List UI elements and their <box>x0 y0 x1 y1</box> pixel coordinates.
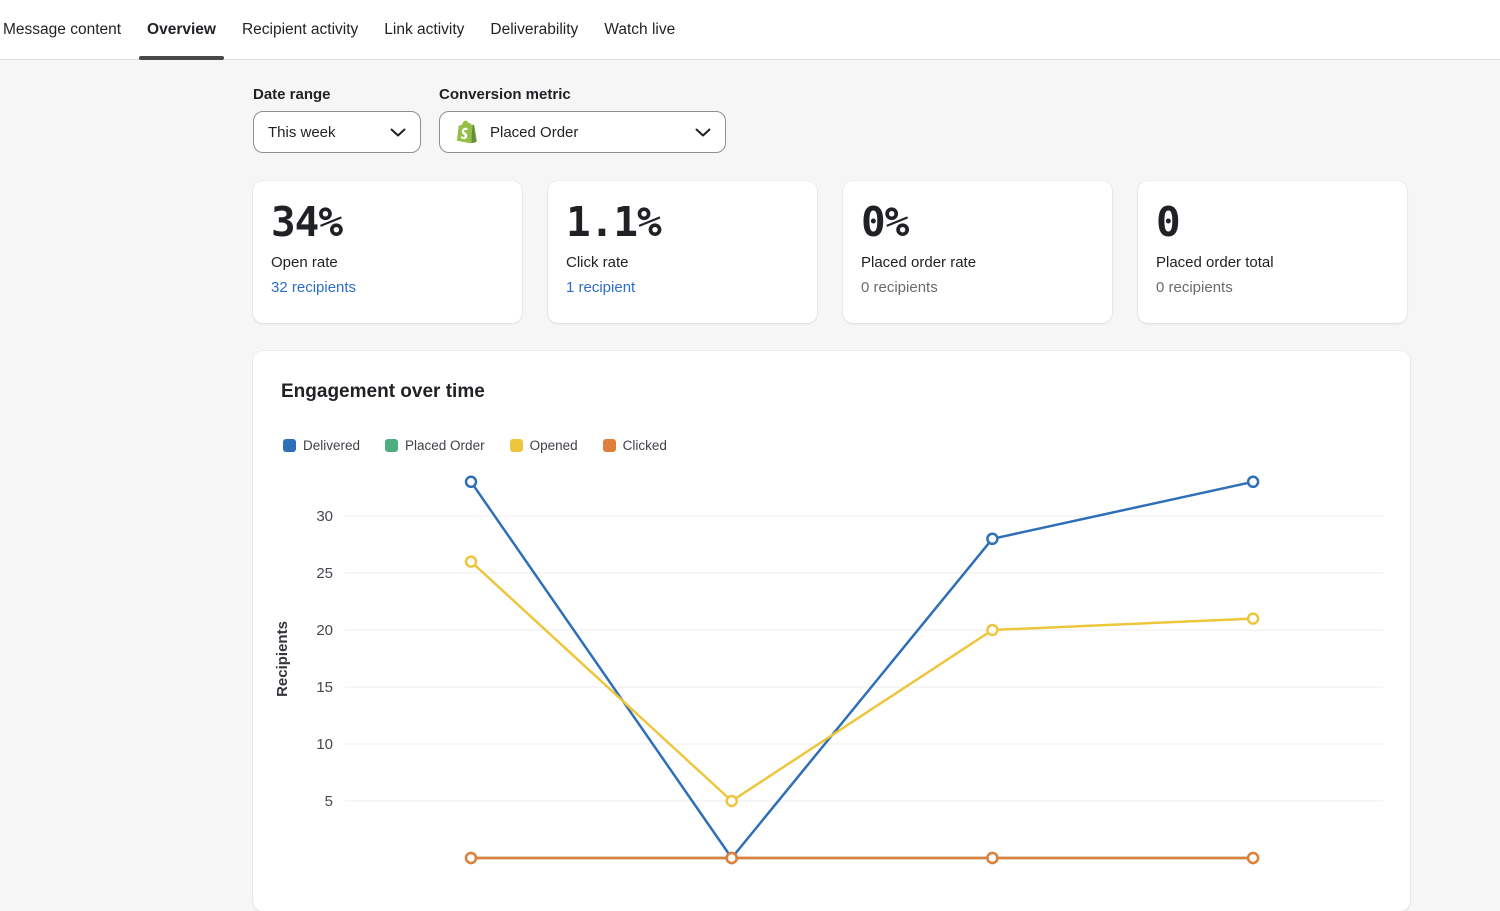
recipients-count: 0 recipients <box>861 279 938 297</box>
data-point-clicked <box>986 851 999 865</box>
legend-swatch <box>602 439 616 452</box>
tab-recipient-activity[interactable]: Recipient activity <box>242 0 358 60</box>
engagement-chart: 30 25 20 15 10 5 Recipients <box>274 475 1383 865</box>
conversion-metric-filter: Conversion metric Placed Order <box>439 86 726 153</box>
stat-card-open-rate: 34% Open rate 32 recipients <box>253 181 522 323</box>
tab-label: Overview <box>147 21 216 38</box>
stat-label: Open rate <box>271 254 338 272</box>
y-axis-label: Recipients <box>274 621 291 697</box>
series-line-delivered <box>469 480 1255 860</box>
legend-swatch <box>509 439 523 452</box>
y-tick-label: 15 <box>316 679 333 696</box>
conversion-metric-value: Placed Order <box>490 123 579 141</box>
legend-item-placed-order[interactable]: Placed Order <box>385 438 485 453</box>
y-tick-label: 10 <box>316 736 333 753</box>
tab-link-activity[interactable]: Link activity <box>384 0 464 60</box>
stat-label: Placed order rate <box>861 254 977 272</box>
data-point-opened <box>986 623 999 637</box>
stat-value: 1.1% <box>566 198 662 246</box>
data-point-delivered <box>986 532 999 546</box>
data-point-delivered <box>464 475 478 489</box>
date-range-filter: Date range This week <box>253 86 421 153</box>
report-tabs: Message content Overview Recipient activit… <box>0 0 1500 60</box>
recipients-link[interactable]: 32 recipients <box>271 279 357 297</box>
data-point-delivered <box>725 851 738 865</box>
stat-card-click-rate: 1.1% Click rate 1 recipient <box>548 181 817 323</box>
data-point-placed-order <box>725 851 738 865</box>
legend-item-delivered[interactable]: Delivered <box>283 438 360 453</box>
data-point-opened <box>725 794 738 808</box>
tab-label: Deliverability <box>490 21 579 38</box>
data-point-clicked <box>1246 851 1260 865</box>
y-tick-label: 20 <box>316 622 333 639</box>
active-tab-underline <box>139 56 224 60</box>
series-line-opened <box>469 560 1255 803</box>
stat-value: 0% <box>861 198 909 246</box>
data-point-placed-order <box>1246 851 1260 865</box>
data-point-clicked <box>725 851 738 865</box>
stat-label: Placed order total <box>1156 254 1274 272</box>
legend-label: Delivered <box>303 438 361 453</box>
y-tick-label: 5 <box>325 793 333 810</box>
data-point-placed-order <box>464 851 478 865</box>
stat-value: 34% <box>271 198 343 246</box>
date-range-value: This week <box>268 123 336 141</box>
shopify-bag-icon <box>454 119 480 145</box>
tab-message-content[interactable]: Message content <box>3 0 121 60</box>
data-point-delivered <box>1246 475 1260 489</box>
chevron-down-icon <box>390 124 406 141</box>
stat-card-placed-order-rate: 0% Placed order rate 0 recipients <box>843 181 1112 323</box>
data-point-opened <box>464 555 478 568</box>
data-point-placed-order <box>986 851 999 865</box>
chart-legend: Delivered Placed Order Opened Clicked <box>283 438 1410 453</box>
tab-label: Link activity <box>384 21 465 38</box>
legend-label: Opened <box>529 438 578 453</box>
recipients-link[interactable]: 1 recipient <box>566 279 636 297</box>
legend-item-clicked[interactable]: Clicked <box>602 438 667 453</box>
tab-label: Recipient activity <box>241 21 359 38</box>
date-range-select[interactable]: This week <box>253 111 421 153</box>
stat-value: 0 <box>1156 198 1181 246</box>
tab-deliverability[interactable]: Deliverability <box>490 0 578 60</box>
tab-label: Message content <box>3 21 122 38</box>
chart-title: Engagement over time <box>281 381 485 402</box>
y-tick-label: 30 <box>316 508 333 525</box>
y-tick-label: 25 <box>316 565 333 582</box>
chevron-down-icon <box>695 124 711 141</box>
tab-overview[interactable]: Overview <box>139 0 224 60</box>
data-point-clicked <box>464 851 478 865</box>
stat-label: Click rate <box>566 254 629 272</box>
conversion-metric-select[interactable]: Placed Order <box>439 111 726 153</box>
legend-label: Placed Order <box>405 438 485 453</box>
legend-label: Clicked <box>622 438 667 453</box>
filters-row: Date range This week Conversion metric <box>253 86 1410 153</box>
recipients-count: 0 recipients <box>1156 279 1233 297</box>
stats-row: 34% Open rate 32 recipients 1.1% Click rate 1… <box>253 181 1410 323</box>
engagement-card: Engagement over time Delivered Placed Ord… <box>253 351 1410 911</box>
date-range-label: Date range <box>253 86 331 103</box>
data-point-opened <box>1246 612 1260 625</box>
legend-item-opened[interactable]: Opened <box>509 438 578 453</box>
tab-label: Watch live <box>604 21 676 38</box>
stat-card-placed-order-total: 0 Placed order total 0 recipients <box>1138 181 1407 323</box>
legend-swatch <box>385 439 399 452</box>
tab-watch-live[interactable]: Watch live <box>604 0 675 60</box>
report-content: Date range This week Conversion metric <box>253 86 1410 911</box>
report-tab-bar: Message content Overview Recipient activit… <box>0 0 1500 60</box>
legend-swatch <box>283 439 296 452</box>
conversion-metric-label: Conversion metric <box>439 86 571 103</box>
